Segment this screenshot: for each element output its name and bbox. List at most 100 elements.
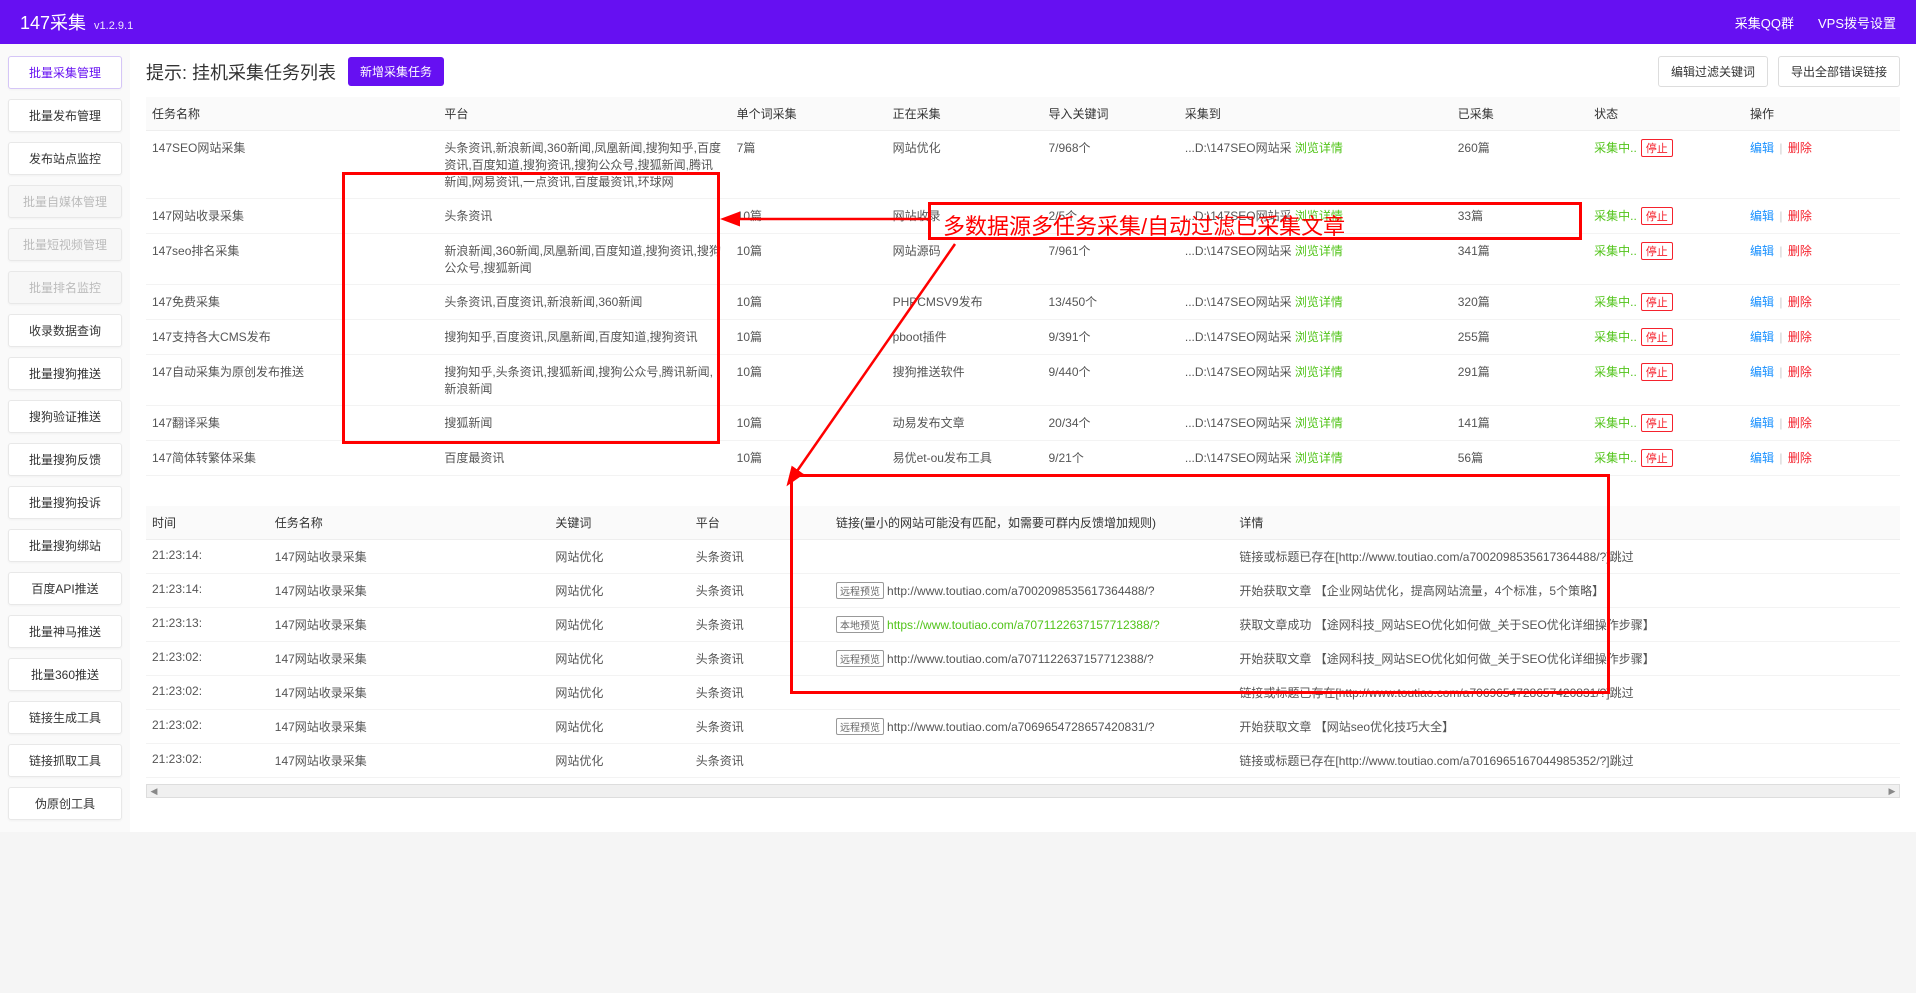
stop-button[interactable]: 停止 xyxy=(1641,139,1673,157)
browse-detail-link[interactable]: 浏览详情 xyxy=(1295,416,1343,430)
stop-button[interactable]: 停止 xyxy=(1641,207,1673,225)
delete-link[interactable]: 删除 xyxy=(1788,416,1812,430)
page-title: 提示: 挂机采集任务列表 xyxy=(146,59,336,85)
sidebar-item-7[interactable]: 批量搜狗推送 xyxy=(8,357,122,390)
add-task-button[interactable]: 新增采集任务 xyxy=(348,57,444,86)
log-url[interactable]: http://www.toutiao.com/a7002098535617364… xyxy=(887,584,1155,598)
edit-link[interactable]: 编辑 xyxy=(1750,451,1774,465)
log-url[interactable]: http://www.toutiao.com/a7069654728657420… xyxy=(887,720,1155,734)
task-cell-collected: 56篇 xyxy=(1452,441,1588,476)
stop-button[interactable]: 停止 xyxy=(1641,328,1673,346)
task-cell-collect_to: ...D:\147SEO网站采 浏览详情 xyxy=(1179,199,1452,234)
edit-link[interactable]: 编辑 xyxy=(1750,330,1774,344)
browse-detail-link[interactable]: 浏览详情 xyxy=(1295,365,1343,379)
sidebar-item-12[interactable]: 百度API推送 xyxy=(8,572,122,605)
task-cell-import_kw: 9/391个 xyxy=(1042,320,1178,355)
status-label: 采集中.. xyxy=(1594,295,1637,309)
browse-detail-link[interactable]: 浏览详情 xyxy=(1295,295,1343,309)
log-cell-kw: 网站优化 xyxy=(549,574,689,608)
task-cell-name: 147seo排名采集 xyxy=(146,234,438,285)
delete-link[interactable]: 删除 xyxy=(1788,451,1812,465)
browse-detail-link[interactable]: 浏览详情 xyxy=(1295,330,1343,344)
log-cell-task: 147网站收录采集 xyxy=(269,574,550,608)
filter-keyword-button[interactable]: 编辑过滤关键词 xyxy=(1658,56,1768,87)
sidebar-item-11[interactable]: 批量搜狗绑站 xyxy=(8,529,122,562)
qq-group-link[interactable]: 采集QQ群 xyxy=(1735,13,1794,32)
sidebar-item-8[interactable]: 搜狗验证推送 xyxy=(8,400,122,433)
delete-link[interactable]: 删除 xyxy=(1788,330,1812,344)
browse-detail-link[interactable]: 浏览详情 xyxy=(1295,209,1343,223)
sidebar-item-13[interactable]: 批量神马推送 xyxy=(8,615,122,648)
delete-link[interactable]: 删除 xyxy=(1788,295,1812,309)
delete-link[interactable]: 删除 xyxy=(1788,365,1812,379)
task-cell-collecting: 易优et-ou发布工具 xyxy=(887,441,1043,476)
task-cell-collecting: PHPCMSV9发布 xyxy=(887,285,1043,320)
sidebar-item-15[interactable]: 链接生成工具 xyxy=(8,701,122,734)
task-cell-op: 编辑 | 删除 xyxy=(1744,199,1900,234)
task-cell-collect_to: ...D:\147SEO网站采 浏览详情 xyxy=(1179,131,1452,199)
edit-link[interactable]: 编辑 xyxy=(1750,416,1774,430)
scroll-right-icon[interactable]: ▶ xyxy=(1885,786,1899,797)
log-cell-detail: 开始获取文章 【企业网站优化，提高网站流量，4个标准，5个策略】 xyxy=(1233,574,1900,608)
scroll-left-icon[interactable]: ◀ xyxy=(147,786,161,797)
task-cell-collect_to: ...D:\147SEO网站采 浏览详情 xyxy=(1179,285,1452,320)
sidebar-item-5: 批量排名监控 xyxy=(8,271,122,304)
delete-link[interactable]: 删除 xyxy=(1788,244,1812,258)
task-cell-name: 147网站收录采集 xyxy=(146,199,438,234)
edit-link[interactable]: 编辑 xyxy=(1750,295,1774,309)
sidebar-item-1[interactable]: 批量发布管理 xyxy=(8,99,122,132)
sidebar-item-9[interactable]: 批量搜狗反馈 xyxy=(8,443,122,476)
task-cell-import_kw: 7/961个 xyxy=(1042,234,1178,285)
edit-link[interactable]: 编辑 xyxy=(1750,244,1774,258)
stop-button[interactable]: 停止 xyxy=(1641,414,1673,432)
log-cell-time: 21:23:02: xyxy=(146,744,269,778)
tasks-col-op: 操作 xyxy=(1744,97,1900,131)
tasks-col-single: 单个词采集 xyxy=(731,97,887,131)
task-cell-collected: 291篇 xyxy=(1452,355,1588,406)
browse-detail-link[interactable]: 浏览详情 xyxy=(1295,141,1343,155)
stop-button[interactable]: 停止 xyxy=(1641,363,1673,381)
edit-link[interactable]: 编辑 xyxy=(1750,141,1774,155)
tasks-col-import_kw: 导入关键词 xyxy=(1042,97,1178,131)
export-errors-button[interactable]: 导出全部错误链接 xyxy=(1778,56,1900,87)
log-cell-link: 远程预览http://www.toutiao.com/a700209853561… xyxy=(830,574,1233,608)
browse-detail-link[interactable]: 浏览详情 xyxy=(1295,244,1343,258)
log-row: 21:23:14:147网站收录采集网站优化头条资讯远程预览http://www… xyxy=(146,574,1900,608)
local-preview-badge[interactable]: 本地预览 xyxy=(836,616,884,633)
remote-preview-badge[interactable]: 远程预览 xyxy=(836,718,884,735)
edit-link[interactable]: 编辑 xyxy=(1750,209,1774,223)
task-cell-op: 编辑 | 删除 xyxy=(1744,131,1900,199)
stop-button[interactable]: 停止 xyxy=(1641,293,1673,311)
sidebar-item-14[interactable]: 批量360推送 xyxy=(8,658,122,691)
remote-preview-badge[interactable]: 远程预览 xyxy=(836,650,884,667)
browse-detail-link[interactable]: 浏览详情 xyxy=(1295,451,1343,465)
task-cell-single: 10篇 xyxy=(731,441,887,476)
sidebar-item-2[interactable]: 发布站点监控 xyxy=(8,142,122,175)
task-cell-op: 编辑 | 删除 xyxy=(1744,320,1900,355)
delete-link[interactable]: 删除 xyxy=(1788,209,1812,223)
stop-button[interactable]: 停止 xyxy=(1641,449,1673,467)
log-row: 21:23:02:147网站收录采集网站优化头条资讯链接或标题已存在[http:… xyxy=(146,744,1900,778)
sidebar-item-0[interactable]: 批量采集管理 xyxy=(8,56,122,89)
tasks-col-collect_to: 采集到 xyxy=(1179,97,1452,131)
sidebar-item-16[interactable]: 链接抓取工具 xyxy=(8,744,122,777)
header-right: 采集QQ群 VPS拨号设置 xyxy=(1735,13,1896,32)
sidebar-item-17[interactable]: 伪原创工具 xyxy=(8,787,122,820)
remote-preview-badge[interactable]: 远程预览 xyxy=(836,582,884,599)
stop-button[interactable]: 停止 xyxy=(1641,242,1673,260)
edit-link[interactable]: 编辑 xyxy=(1750,365,1774,379)
log-url[interactable]: http://www.toutiao.com/a7071122637157712… xyxy=(887,652,1154,666)
task-cell-status: 采集中..停止 xyxy=(1588,441,1744,476)
sidebar-item-10[interactable]: 批量搜狗投诉 xyxy=(8,486,122,519)
toolbar: 提示: 挂机采集任务列表 新增采集任务 编辑过滤关键词 导出全部错误链接 xyxy=(146,56,1900,87)
vps-settings-link[interactable]: VPS拨号设置 xyxy=(1818,13,1896,32)
sidebar-item-6[interactable]: 收录数据查询 xyxy=(8,314,122,347)
task-cell-platform: 头条资讯 xyxy=(438,199,730,234)
horizontal-scrollbar[interactable]: ◀ ▶ xyxy=(146,784,1900,798)
task-cell-single: 10篇 xyxy=(731,355,887,406)
status-label: 采集中.. xyxy=(1594,244,1637,258)
logs-col-link: 链接(量小的网站可能没有匹配，如需要可群内反馈增加规则) xyxy=(830,506,1233,540)
task-cell-op: 编辑 | 删除 xyxy=(1744,406,1900,441)
log-url[interactable]: https://www.toutiao.com/a707112263715771… xyxy=(887,618,1160,632)
delete-link[interactable]: 删除 xyxy=(1788,141,1812,155)
